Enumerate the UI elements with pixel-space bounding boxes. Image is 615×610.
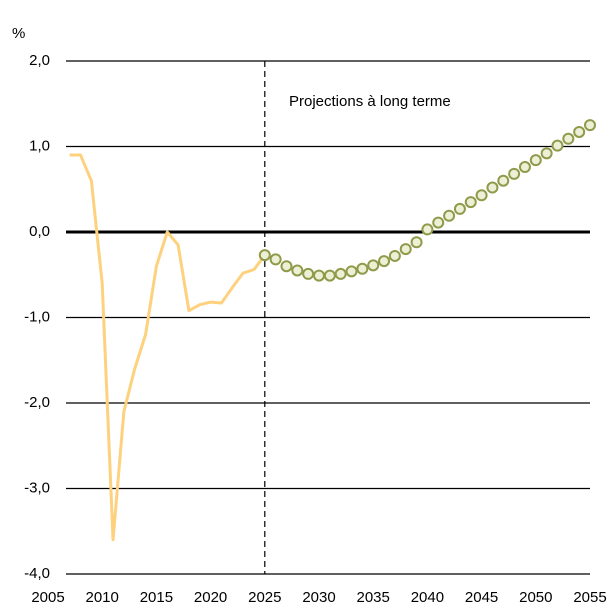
marker	[280, 260, 293, 273]
marker	[508, 167, 521, 180]
x-tick-label: 2005	[31, 589, 64, 606]
x-tick-label: 2025	[248, 589, 281, 606]
y-tick-label: -1,0	[24, 308, 50, 325]
marker	[453, 202, 466, 215]
x-tick-label: 2045	[465, 589, 498, 606]
marker	[464, 196, 477, 209]
annotation: Projections à long terme	[289, 93, 451, 110]
marker	[443, 209, 456, 222]
marker	[334, 267, 347, 280]
marker	[432, 216, 445, 229]
marker	[410, 236, 423, 249]
y-tick-label: 2,0	[29, 52, 50, 69]
marker	[421, 223, 434, 236]
marker	[475, 189, 488, 202]
x-tick-label: 2010	[86, 589, 119, 606]
marker	[269, 253, 282, 266]
marker	[367, 259, 380, 272]
x-tick-label: 2040	[411, 589, 444, 606]
marker	[529, 154, 542, 167]
y-unit-label: %	[12, 25, 25, 42]
x-tick-label: 2020	[194, 589, 227, 606]
marker	[551, 139, 564, 152]
marker	[584, 119, 596, 132]
marker	[518, 161, 531, 174]
marker	[497, 174, 510, 187]
x-tick-label: 2030	[302, 589, 335, 606]
y-tick-label: -2,0	[24, 394, 50, 411]
marker	[313, 269, 325, 282]
marker	[573, 125, 586, 138]
x-tick-label: 2050	[519, 589, 552, 606]
marker	[399, 243, 412, 256]
marker	[540, 147, 553, 160]
marker	[388, 249, 401, 262]
marker	[345, 265, 358, 278]
marker	[562, 132, 575, 145]
y-tick-label: -3,0	[24, 479, 50, 496]
y-tick-label: -4,0	[24, 565, 50, 582]
marker	[291, 264, 304, 277]
marker	[378, 255, 391, 268]
x-tick-label: 2035	[357, 589, 390, 606]
marker	[356, 262, 369, 275]
marker	[258, 249, 271, 262]
x-tick-label: 2055	[573, 589, 606, 606]
y-tick-label: 0,0	[29, 223, 50, 240]
y-tick-label: 1,0	[29, 137, 50, 154]
line	[69, 153, 267, 542]
marker	[323, 269, 336, 282]
marker	[302, 267, 315, 280]
x-tick-label: 2015	[140, 589, 173, 606]
marker	[486, 181, 499, 194]
